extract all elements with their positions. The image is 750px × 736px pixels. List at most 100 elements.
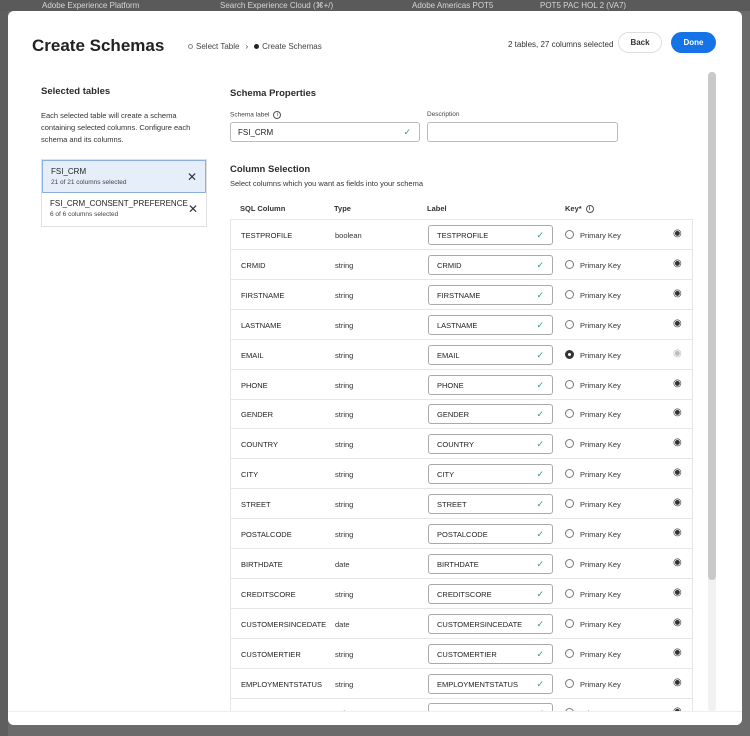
close-icon[interactable]: ✕ <box>187 202 198 216</box>
scrollbar[interactable] <box>708 72 716 712</box>
eye-icon[interactable]: ◉ <box>673 257 682 269</box>
primary-key-radio[interactable] <box>565 289 574 299</box>
primary-key-radio[interactable] <box>565 678 574 688</box>
primary-key-radio[interactable] <box>565 648 574 658</box>
sandbox-name[interactable]: POT5 PAC HOL 2 (VA7) <box>540 1 627 10</box>
table-row: FIRSTNAME string FIRSTNAME ✓ Primary Key … <box>231 280 692 310</box>
checkmark-icon: ✓ <box>536 558 544 569</box>
info-icon[interactable]: i <box>273 111 282 119</box>
table-item-fsi-crm-consent-preference[interactable]: FSI_CRM_CONSENT_PREFERENCE 6 of 6 column… <box>42 193 206 226</box>
eye-icon[interactable]: ◉ <box>673 347 682 359</box>
table-item-fsi-crm[interactable]: FSI_CRM 21 of 21 columns selected ✕ <box>42 160 206 193</box>
label-input[interactable]: CUSTOMERSINCEDATE ✓ <box>428 613 553 634</box>
table-row: CITY string CITY ✓ Primary Key ◉ <box>231 459 692 490</box>
sql-column: CITY <box>241 470 259 480</box>
checkmark-icon: ✓ <box>536 618 544 629</box>
eye-icon[interactable]: ◉ <box>673 407 682 419</box>
eye-icon[interactable]: ◉ <box>673 676 682 688</box>
eye-icon[interactable]: ◉ <box>673 317 682 329</box>
eye-icon[interactable]: ◉ <box>673 437 682 449</box>
primary-key-label: Primary Key <box>580 589 621 599</box>
table-row: LASTNAME string LASTNAME ✓ Primary Key ◉ <box>231 310 692 340</box>
primary-key-radio[interactable] <box>565 469 574 479</box>
eye-icon[interactable]: ◉ <box>673 497 682 509</box>
label-input[interactable]: CREDITSCORE ✓ <box>428 583 553 604</box>
primary-key-radio[interactable] <box>565 319 574 329</box>
label-input[interactable]: GENDER ✓ <box>428 404 553 425</box>
label-input[interactable]: FIRSTNAME ✓ <box>428 284 553 305</box>
label-input[interactable]: CRMID ✓ <box>428 254 553 275</box>
label-input[interactable]: BIRTHDATE ✓ <box>428 553 553 574</box>
column-type: string <box>335 589 354 599</box>
label-input[interactable]: PHONE ✓ <box>428 374 553 395</box>
checkmark-icon: ✓ <box>536 499 544 510</box>
primary-key-radio[interactable] <box>565 529 574 538</box>
schema-label-label: Schema label i <box>230 111 282 119</box>
scrollbar-thumb[interactable] <box>708 72 716 580</box>
column-type: string <box>335 470 354 480</box>
eye-icon[interactable]: ◉ <box>673 287 682 299</box>
eye-icon[interactable]: ◉ <box>673 228 682 239</box>
step-dot-icon <box>254 44 260 49</box>
label-input[interactable]: STREET ✓ <box>428 494 553 515</box>
eye-icon[interactable]: ◉ <box>673 556 682 568</box>
step-select-table[interactable]: Select Table <box>188 42 239 51</box>
table-row: POSTALCODE string POSTALCODE ✓ Primary Ke… <box>231 519 692 549</box>
column-type: string <box>335 440 354 450</box>
primary-key-label: Primary Key <box>580 649 621 659</box>
primary-key-label: Primary Key <box>580 380 621 390</box>
sql-column: STREET <box>241 500 271 510</box>
primary-key-radio[interactable] <box>565 618 574 628</box>
description-input[interactable] <box>427 122 618 142</box>
done-button[interactable]: Done <box>671 32 716 53</box>
primary-key-radio[interactable] <box>565 558 574 568</box>
eye-icon[interactable]: ◉ <box>673 646 682 658</box>
primary-key-label: Primary Key <box>580 410 621 420</box>
header-type: Type <box>334 204 351 213</box>
info-icon[interactable]: i <box>585 205 594 214</box>
primary-key-radio[interactable] <box>565 499 574 509</box>
eye-icon[interactable]: ◉ <box>673 467 682 479</box>
primary-key-label: Primary Key <box>580 440 621 450</box>
app-top-bar: Adobe Experience Platform Search Experie… <box>0 0 750 11</box>
back-button[interactable]: Back <box>618 32 662 53</box>
primary-key-label: Primary Key <box>580 559 621 569</box>
global-search[interactable]: Search Experience Cloud (⌘+/) <box>220 1 334 10</box>
primary-key-radio[interactable] <box>565 379 574 389</box>
column-selection-subtitle: Select columns which you want as fields … <box>230 179 424 188</box>
eye-icon[interactable]: ◉ <box>673 377 682 389</box>
primary-key-radio[interactable] <box>565 349 574 359</box>
sql-column: PHONE <box>241 380 268 390</box>
primary-key-radio[interactable] <box>565 409 574 419</box>
column-type: string <box>335 350 354 360</box>
primary-key-label: Primary Key <box>580 530 621 539</box>
description-label: Description <box>427 111 460 118</box>
label-input[interactable]: CUSTOMERTIER ✓ <box>428 643 553 664</box>
label-input[interactable]: POSTALCODE ✓ <box>428 524 553 544</box>
org-name[interactable]: Adobe Americas POT5 <box>412 1 494 10</box>
label-input[interactable]: COUNTRY ✓ <box>428 434 553 455</box>
column-type: date <box>335 559 350 569</box>
primary-key-label: Primary Key <box>580 500 621 510</box>
label-input[interactable]: CITY ✓ <box>428 464 553 485</box>
header-key: Key* i <box>565 204 594 214</box>
label-input[interactable]: LASTNAME ✓ <box>428 314 553 335</box>
sql-column: TESTPROFILE <box>241 231 293 240</box>
label-input[interactable]: EMAIL ✓ <box>428 344 553 365</box>
sql-column: COUNTRY <box>241 440 278 450</box>
column-type: string <box>335 320 354 330</box>
chevron-right-icon: › <box>245 42 249 51</box>
label-input[interactable]: TESTPROFILE ✓ <box>428 225 553 245</box>
primary-key-radio[interactable] <box>565 588 574 598</box>
schema-label-input[interactable]: FSI_CRM ✓ <box>230 122 420 142</box>
primary-key-radio[interactable] <box>565 259 574 269</box>
close-icon[interactable]: ✕ <box>186 170 197 184</box>
eye-icon[interactable]: ◉ <box>673 527 682 538</box>
primary-key-radio[interactable] <box>565 230 574 239</box>
eye-icon[interactable]: ◉ <box>673 586 682 598</box>
primary-key-radio[interactable] <box>565 439 574 449</box>
checkmark-icon: ✓ <box>536 648 544 659</box>
table-row: STREET string STREET ✓ Primary Key ◉ <box>231 489 692 520</box>
label-input[interactable]: EMPLOYMENTSTATUS ✓ <box>428 673 553 694</box>
eye-icon[interactable]: ◉ <box>673 616 682 628</box>
